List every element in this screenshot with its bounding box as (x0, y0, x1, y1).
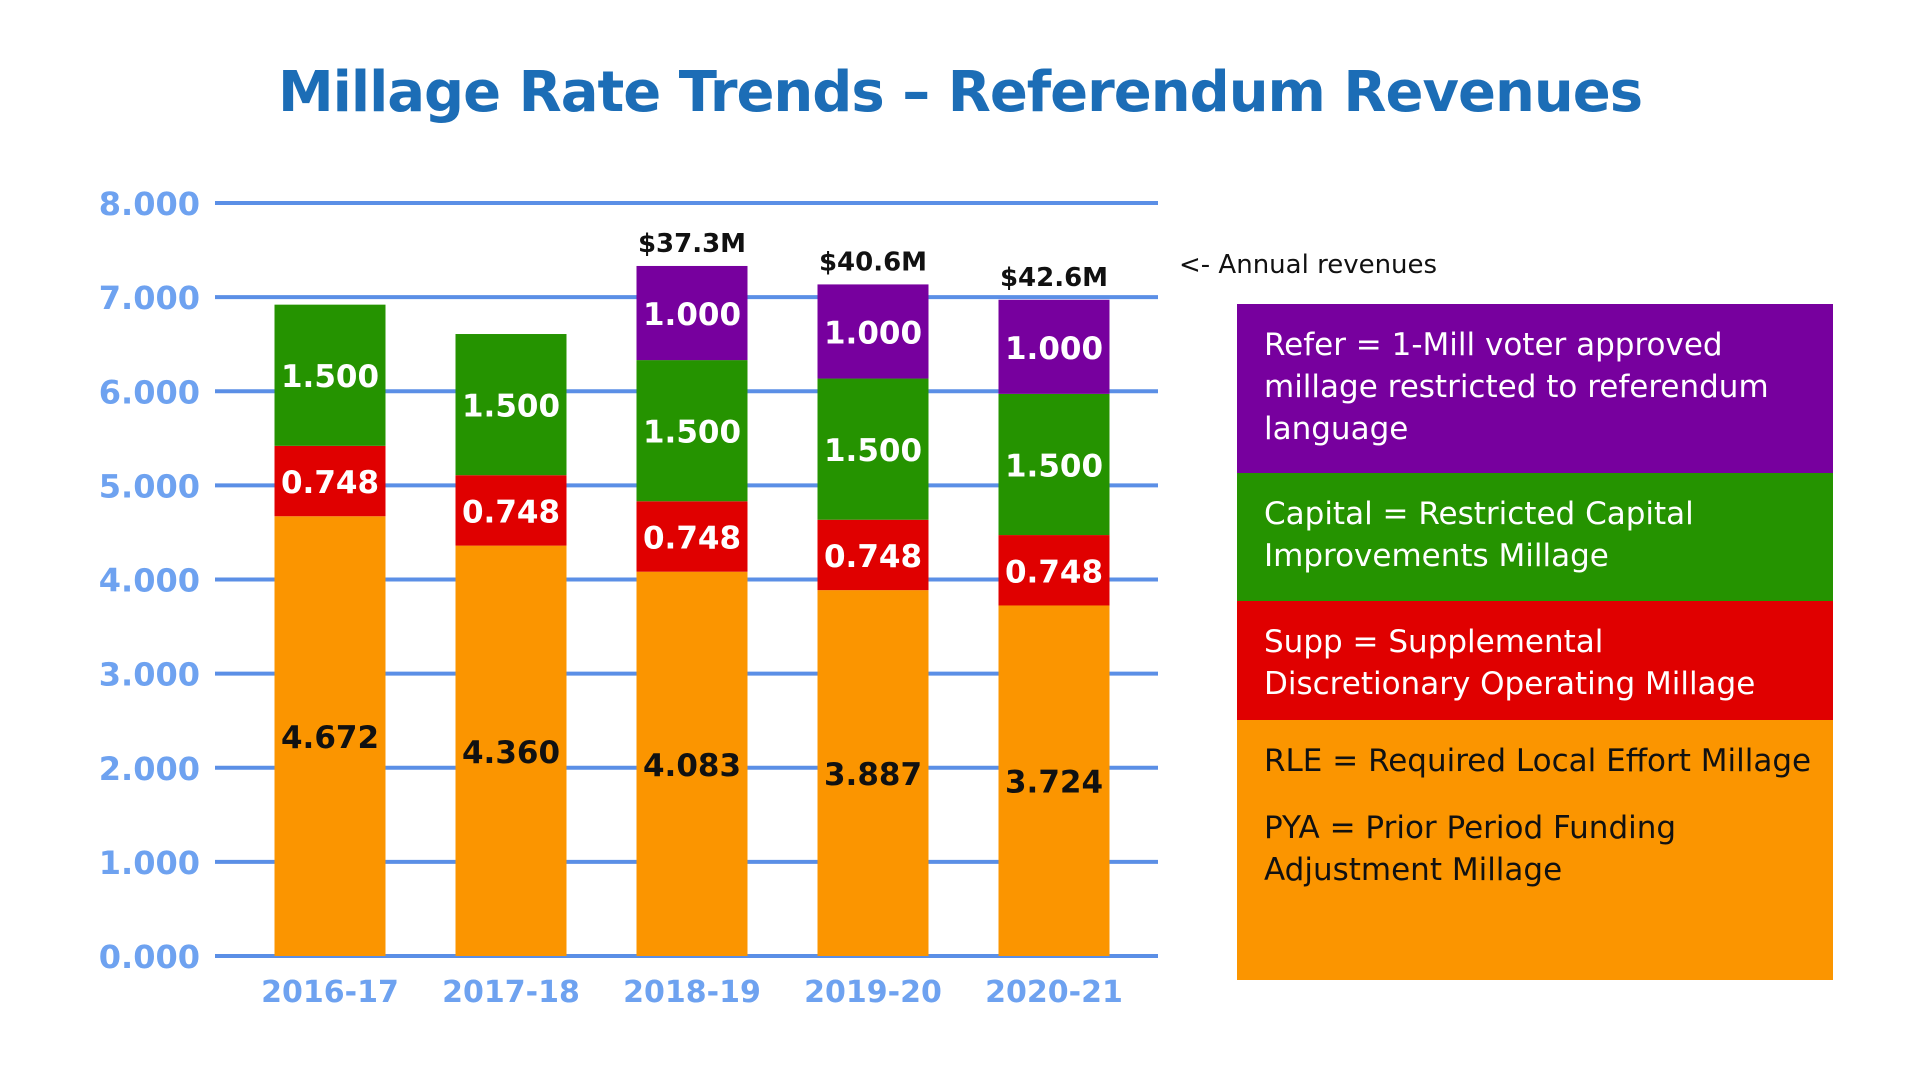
data-label-rle: 3.724 (1005, 765, 1103, 801)
data-label-capital: 1.500 (824, 433, 922, 469)
data-label-refer: 1.000 (824, 315, 922, 351)
y-tick-label: 6.000 (99, 373, 200, 411)
data-label-capital: 1.500 (281, 359, 379, 395)
legend-text: Refer = 1-Mill voter approved millage re… (1264, 327, 1769, 447)
x-tick-label: 2020-21 (985, 975, 1123, 1010)
bar-segment-refer (817, 284, 929, 379)
y-tick-label: 3.000 (99, 656, 200, 694)
y-tick-label: 8.000 (99, 185, 200, 223)
data-label-rle: 4.360 (462, 735, 560, 771)
x-tick-label: 2019-20 (804, 975, 942, 1010)
legend: Refer = 1-Mill voter approved millage re… (1237, 304, 1833, 980)
legend-entry: Refer = 1-Mill voter approved millage re… (1237, 304, 1833, 473)
y-tick-label: 5.000 (99, 467, 200, 505)
data-label-capital: 1.500 (462, 389, 560, 425)
y-tick-label: 0.000 (99, 938, 200, 976)
legend-text: Capital = Restricted Capital Improvement… (1264, 496, 1694, 574)
revenue-label: $40.6M (819, 247, 927, 277)
legend-text: Supp = Supplemental Discretionary Operat… (1264, 624, 1756, 702)
data-label-supp: 0.748 (462, 494, 560, 530)
legend-text: RLE = Required Local Effort Millage (1264, 743, 1812, 779)
annual-revenues-note: <- Annual revenues (1179, 250, 1438, 280)
revenue-label: $42.6M (1000, 263, 1108, 293)
bar-segment-supp (636, 501, 748, 572)
data-label-rle: 4.083 (643, 748, 741, 784)
bar-segment-rle (636, 571, 748, 956)
y-tick-label: 7.000 (99, 279, 200, 317)
data-label-supp: 0.748 (643, 520, 741, 556)
legend-entry: RLE = Required Local Effort Millage PYA =… (1237, 720, 1833, 980)
data-label-refer: 1.000 (1005, 331, 1103, 367)
legend-entry: Capital = Restricted Capital Improvement… (1237, 473, 1833, 601)
bar-segment-supp (817, 519, 929, 591)
legend-text: PYA = Prior Period Funding Adjustment Mi… (1264, 810, 1677, 888)
revenue-label: $37.3M (638, 229, 746, 259)
bar-segment-capital (817, 378, 929, 520)
x-tick-label: 2016-17 (261, 975, 399, 1010)
bar-segment-capital (455, 334, 567, 476)
bar-segment-rle (998, 605, 1110, 956)
bar-segment-supp (455, 475, 567, 546)
data-label-rle: 4.672 (281, 720, 379, 756)
bar-segment-capital (636, 360, 748, 502)
bar-segment-capital (274, 304, 386, 446)
bar-segment-rle (274, 516, 386, 956)
chart-title: Millage Rate Trends – Referendum Revenue… (277, 60, 1643, 125)
legend-entry: Supp = Supplemental Discretionary Operat… (1237, 601, 1833, 720)
bar-segment-rle (455, 545, 567, 956)
y-tick-label: 4.000 (99, 562, 200, 600)
data-label-refer: 1.000 (643, 297, 741, 333)
y-tick-label: 1.000 (99, 844, 200, 882)
bar-segment-capital (998, 393, 1110, 536)
bar-segment-refer (636, 265, 748, 361)
x-tick-label: 2018-19 (623, 975, 761, 1010)
bar-segment-supp (274, 445, 386, 517)
bar-segment-refer (998, 299, 1110, 394)
data-label-supp: 0.748 (1005, 554, 1103, 590)
data-label-supp: 0.748 (824, 539, 922, 575)
data-label-rle: 3.887 (824, 757, 922, 793)
data-label-capital: 1.500 (1005, 448, 1103, 484)
bar-segment-supp (998, 535, 1110, 606)
x-tick-label: 2017-18 (442, 975, 580, 1010)
bar-segment-rle (817, 590, 929, 956)
data-label-supp: 0.748 (281, 465, 379, 501)
data-label-capital: 1.500 (643, 415, 741, 451)
y-tick-label: 2.000 (99, 750, 200, 788)
